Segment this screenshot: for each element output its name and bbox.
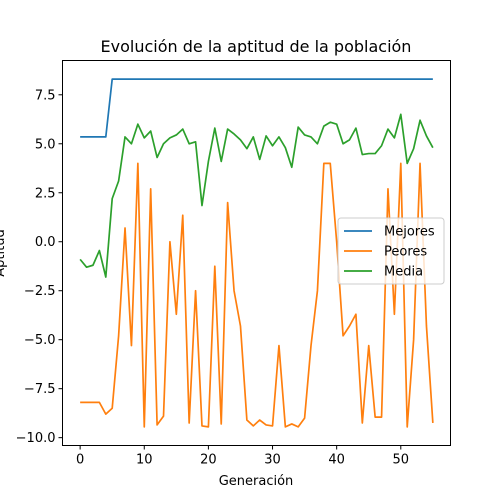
y-tick-label: −5.0 <box>24 333 56 348</box>
y-tick-label: 5.0 <box>35 137 56 152</box>
y-tick-label: 2.5 <box>35 186 56 201</box>
x-tick-label: 10 <box>136 453 153 468</box>
chart-title: Evolución de la aptitud de la población <box>101 37 412 56</box>
legend: Mejores Peores Media <box>337 217 445 285</box>
axes-frame <box>62 60 451 446</box>
series-lines <box>79 78 434 428</box>
x-tick-label: 20 <box>200 453 217 468</box>
y-tick-label: −7.5 <box>24 382 56 397</box>
x-tick-label: 50 <box>393 453 410 468</box>
x-axis-label: Generación <box>219 474 294 489</box>
x-tick-label: 30 <box>264 453 281 468</box>
y-tick-label: −10.0 <box>16 431 56 446</box>
y-tick-label: −2.5 <box>24 284 56 299</box>
series-line-mejores <box>80 78 433 138</box>
legend-box <box>337 217 445 285</box>
legend-label-mejores: Mejores <box>384 225 435 240</box>
x-axis-ticks: 0 10 20 30 40 50 <box>76 445 410 468</box>
series-line-media <box>79 113 434 278</box>
legend-label-peores: Peores <box>384 245 427 260</box>
series-line-peores <box>80 162 434 428</box>
y-axis-label: Aptitud <box>0 229 8 276</box>
y-tick-label: 7.5 <box>35 88 56 103</box>
x-tick-label: 0 <box>76 453 84 468</box>
y-axis-ticks: −10.0 −7.5 −5.0 −2.5 0.0 2.5 5.0 7.5 <box>16 88 63 446</box>
x-tick-label: 40 <box>328 453 345 468</box>
y-tick-label: 0.0 <box>35 235 56 250</box>
legend-label-media: Media <box>384 265 423 280</box>
